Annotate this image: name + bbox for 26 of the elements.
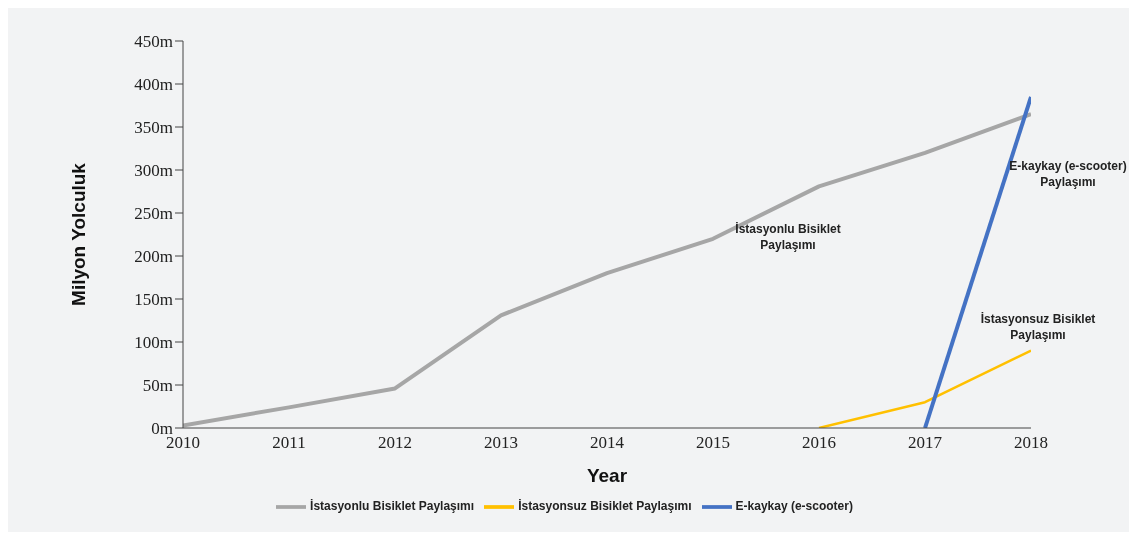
x-tick-label: 2013 [484, 433, 518, 453]
legend-label: E-kaykay (e-scooter) [735, 499, 853, 514]
annotation: İstasyonlu Bisiklet Paylaşımı [735, 221, 841, 252]
x-tick-label: 2012 [378, 433, 412, 453]
x-tick-label: 2014 [590, 433, 625, 453]
y-axis-title: Milyon Yolculuk [67, 162, 89, 306]
y-tick-label: 100m [134, 333, 173, 353]
y-tick-label: 300m [134, 161, 173, 181]
x-tick-label: 2016 [802, 433, 836, 453]
x-tick-label: 2015 [696, 433, 730, 453]
legend-label: İstasyonlu Bisiklet Paylaşımı [310, 499, 475, 514]
x-tick-label: 2010 [166, 433, 200, 453]
y-tick-label: 250m [134, 204, 173, 224]
x-tick-label: 2011 [272, 433, 306, 453]
y-tick-label: 150m [134, 290, 173, 310]
y-tick-label: 450m [134, 32, 173, 52]
y-tick-label: 350m [134, 118, 173, 138]
y-tick-label: 400m [134, 75, 173, 95]
x-axis-title: Year [586, 465, 628, 486]
x-tick-label: 2017 [908, 433, 943, 453]
annotation: İstasyonsuz Bisiklet Paylaşımı [980, 311, 1096, 342]
y-tick-label: 50m [142, 376, 173, 396]
annotation: E-kaykay (e-scooter) Paylaşımı [1009, 159, 1127, 189]
x-tick-label: 2018 [1014, 433, 1048, 453]
y-tick-label: 200m [134, 247, 173, 267]
legend-label: İstasyonsuz Bisiklet Paylaşımı [518, 499, 692, 514]
